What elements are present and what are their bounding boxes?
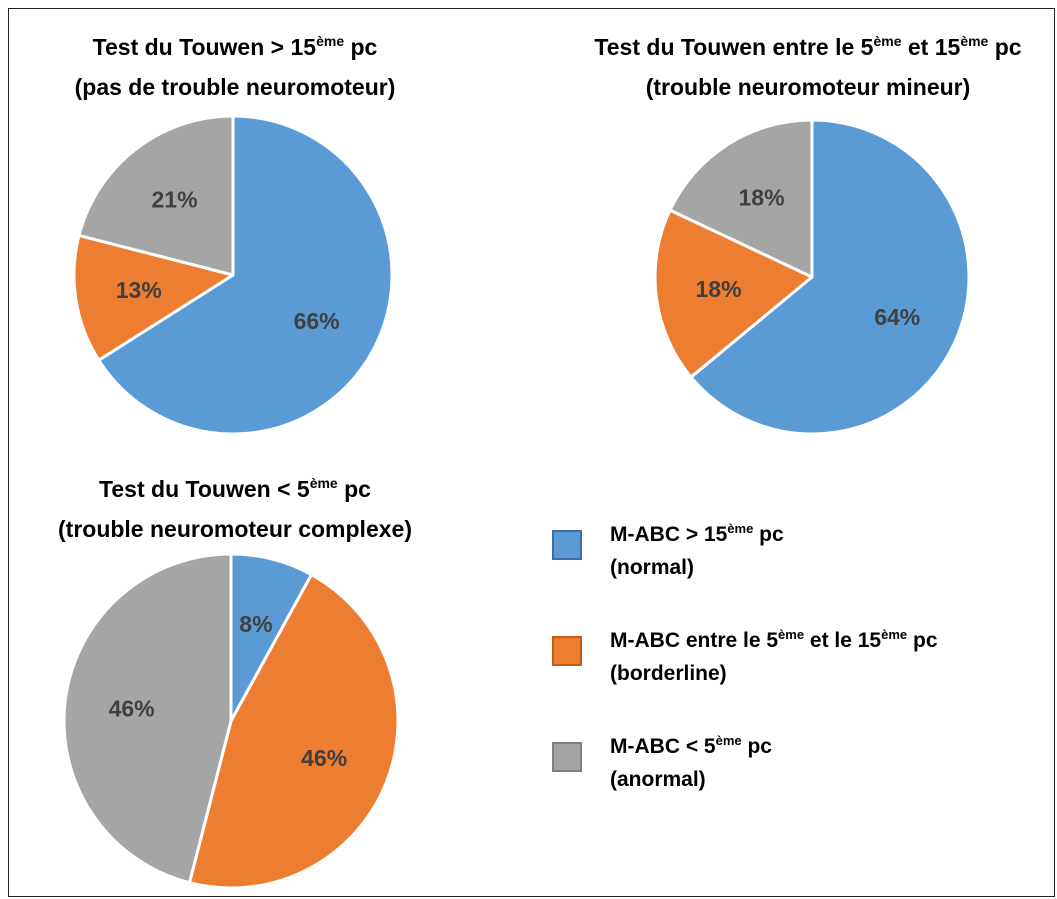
pie-slice-borderline — [187, 573, 400, 890]
legend-normal-text-a: M-ABC > 15 — [610, 523, 728, 546]
pie-chart-3: 8% 46% 46% — [62, 552, 400, 890]
legend-swatch-normal — [552, 530, 582, 560]
legend-normal-sup-a: ème — [727, 521, 754, 536]
legend-swatch-borderline — [552, 636, 582, 666]
legend-label-anormal-line1: M-ABC < 5ème pc — [610, 730, 772, 763]
chart-2-title-line1: Test du Touwen entre le 5ème et 15ème pc — [563, 27, 1053, 67]
pie-slice-label-borderline: 18% — [696, 276, 742, 302]
legend-label-normal-line1: M-ABC > 15ème pc — [610, 518, 784, 551]
pie-slice-label-borderline: 46% — [301, 745, 347, 771]
legend-label-normal: M-ABC > 15ème pc (normal) — [610, 518, 784, 584]
chart-2-title-text-a: Test du Touwen entre le 5 — [594, 34, 874, 60]
legend-label-anormal: M-ABC < 5ème pc (anormal) — [610, 730, 772, 796]
legend-normal-text-b: pc — [753, 523, 784, 546]
chart-2-title-text-b: et 15 — [901, 34, 961, 60]
pie-slice-label-normal: 8% — [239, 611, 272, 637]
chart-2-title: Test du Touwen entre le 5ème et 15ème pc… — [563, 27, 1053, 107]
chart-1-title-text-b: pc — [344, 34, 378, 60]
legend-anormal-sup-a: ème — [715, 733, 742, 748]
legend-anormal-text-b: pc — [741, 735, 772, 758]
chart-2-title-sup-a: ème — [873, 33, 902, 49]
chart-1-title-line2: (pas de trouble neuromoteur) — [74, 74, 396, 100]
chart-2-title-sup-b: ème — [960, 33, 989, 49]
legend-borderline-text-a: M-ABC entre le 5 — [610, 629, 779, 652]
chart-3-title: Test du Touwen < 5ème pc (trouble neurom… — [15, 469, 455, 549]
chart-1-title-text-a: Test du Touwen > 15 — [92, 34, 317, 60]
pie-chart-2: 64% 18% 18% — [653, 118, 971, 436]
pie-slice-label-anormal: 18% — [739, 184, 785, 210]
legend-label-borderline-line2: (borderline) — [610, 662, 727, 685]
pie-slice-label-anormal: 46% — [109, 695, 155, 721]
chart-1-title-line1: Test du Touwen > 15ème pc — [25, 27, 445, 67]
legend-borderline-sup-b: ème — [881, 627, 908, 642]
pie-slice-label-normal: 66% — [294, 308, 340, 334]
pie-slice-normal — [97, 114, 394, 436]
pie-chart-1: 66% 13% 21% — [72, 114, 394, 436]
pie-slice-label-borderline: 13% — [116, 277, 162, 303]
chart-3-title-line1: Test du Touwen < 5ème pc — [15, 469, 455, 509]
pie-slice-normal — [689, 118, 971, 436]
pie-slice-label-anormal: 21% — [152, 187, 198, 213]
chart-1-title-sup-a: ème — [316, 33, 345, 49]
legend-borderline-text-c: pc — [907, 629, 938, 652]
chart-3-title-text-a: Test du Touwen < 5 — [99, 476, 310, 502]
legend-label-anormal-line2: (anormal) — [610, 768, 706, 791]
chart-3-title-text-b: pc — [337, 476, 371, 502]
legend-label-borderline-line1: M-ABC entre le 5ème et le 15ème pc — [610, 624, 938, 657]
legend-borderline-sup-a: ème — [778, 627, 805, 642]
chart-1-title: Test du Touwen > 15ème pc (pas de troubl… — [25, 27, 445, 107]
pie-slice-borderline — [72, 233, 235, 362]
pie-slice-anormal — [77, 114, 235, 277]
legend-label-borderline: M-ABC entre le 5ème et le 15ème pc (bord… — [610, 624, 938, 690]
pie-slice-anormal — [668, 118, 814, 279]
legend-borderline-text-b: et le 15 — [804, 629, 882, 652]
pie-slice-anormal — [62, 552, 233, 885]
chart-3-title-sup-a: ème — [309, 475, 338, 491]
legend-anormal-text-a: M-ABC < 5 — [610, 735, 716, 758]
legend-label-normal-line2: (normal) — [610, 556, 694, 579]
chart-2-title-line2: (trouble neuromoteur mineur) — [645, 74, 971, 100]
chart-2-title-text-c: pc — [988, 34, 1022, 60]
chart-3-title-line2: (trouble neuromoteur complexe) — [58, 516, 412, 542]
pie-slice-label-normal: 64% — [874, 304, 920, 330]
legend-swatch-anormal — [552, 742, 582, 772]
pie-slice-borderline — [653, 208, 814, 379]
